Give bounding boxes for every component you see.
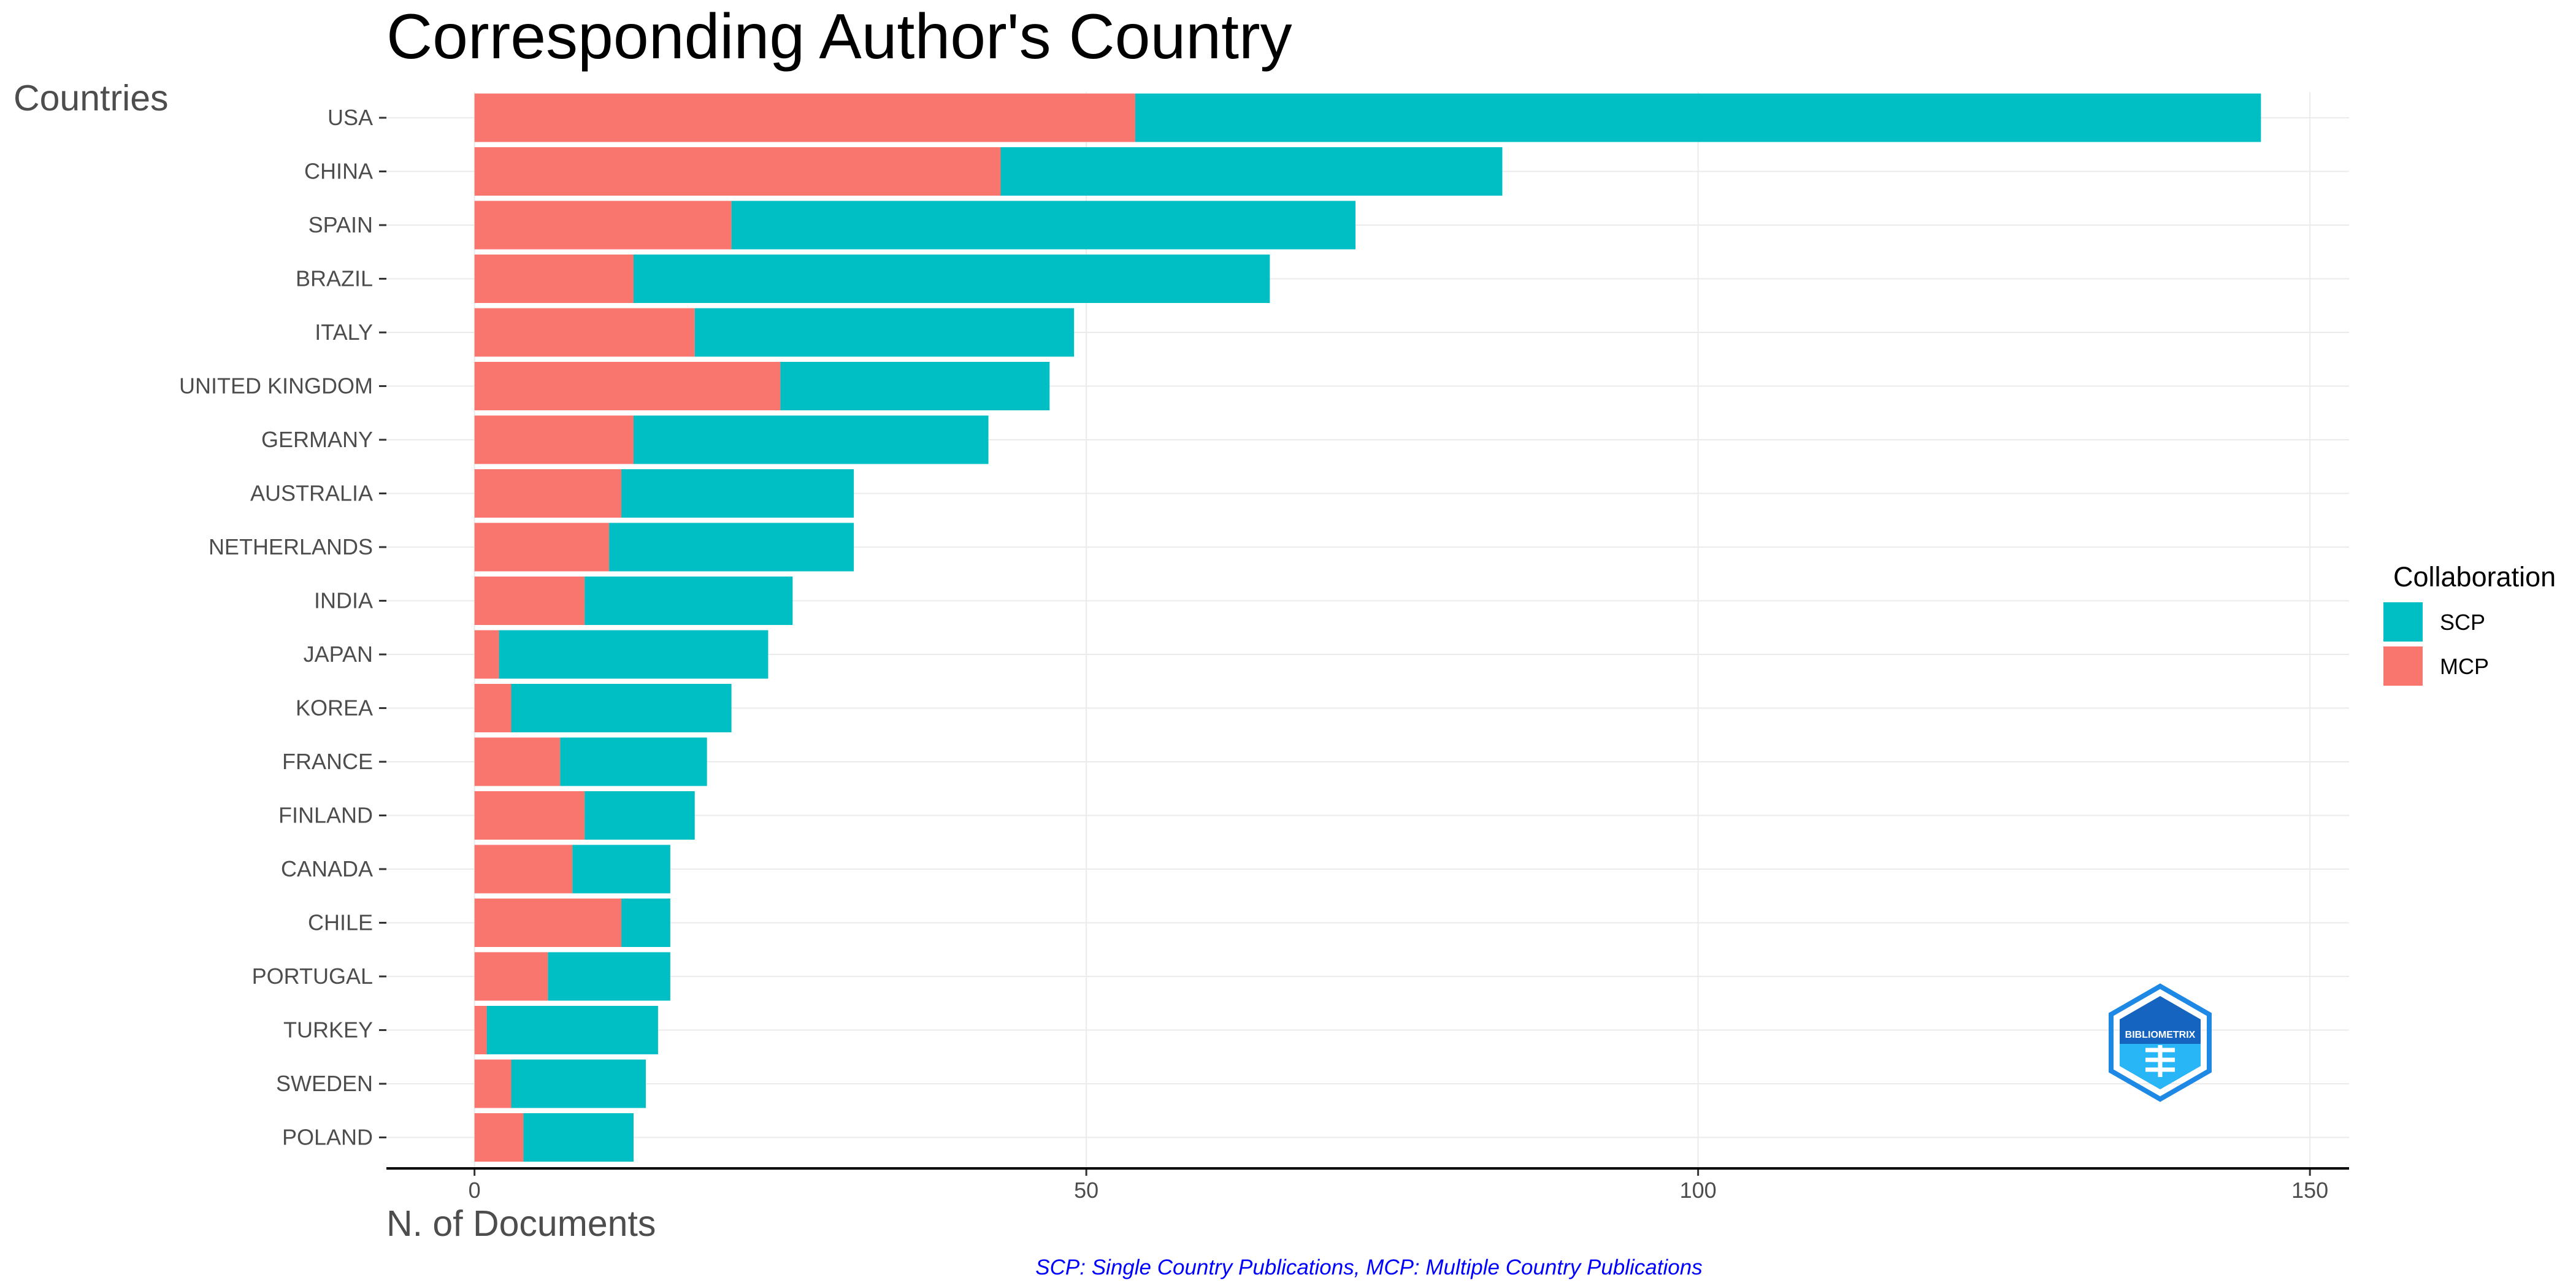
y-tick-label: UNITED KINGDOM xyxy=(179,374,373,399)
y-tick-label: AUSTRALIA xyxy=(250,481,373,506)
bar-mcp xyxy=(474,737,561,786)
bar-scp xyxy=(572,845,670,894)
y-axis: USA CHINA SPAIN BRAZIL ITALY UNITED KINGDOM GE… xyxy=(179,105,386,1150)
bar-mcp xyxy=(474,577,585,625)
bar-mcp xyxy=(474,201,732,250)
bar-mcp xyxy=(474,523,610,572)
bibliometrix-logo: BIBLIOMETRIX xyxy=(2109,983,2212,1102)
bar-scp xyxy=(486,1006,658,1054)
bar-scp xyxy=(548,952,670,1001)
bar-scp xyxy=(585,791,695,840)
legend: Collaboration SCP MCP xyxy=(2383,561,2556,686)
y-tick-label: SPAIN xyxy=(309,212,373,237)
bar-scp xyxy=(511,684,732,732)
legend-title: Collaboration xyxy=(2393,561,2556,592)
y-tick-label: PORTUGAL xyxy=(252,964,373,989)
chart-title: Corresponding Author's Country xyxy=(386,1,1292,72)
legend-key-mcp xyxy=(2383,646,2423,686)
y-tick-label: SWEDEN xyxy=(276,1071,373,1096)
bar-scp xyxy=(621,469,854,518)
y-tick-label: FINLAND xyxy=(278,803,373,828)
bar-scp xyxy=(585,577,793,625)
bar-mcp xyxy=(474,899,622,947)
bar-scp xyxy=(633,415,989,464)
x-axis-title: N. of Documents xyxy=(386,1203,656,1244)
x-tick-label: 50 xyxy=(1074,1178,1098,1203)
legend-label-mcp: MCP xyxy=(2440,654,2489,679)
legend-items: SCP MCP xyxy=(2383,602,2489,686)
y-tick-label: FRANCE xyxy=(282,749,373,774)
x-axis: 0 50 100 150 xyxy=(469,1168,2328,1203)
y-tick-label: CHINA xyxy=(304,159,373,184)
bar-scp xyxy=(780,362,1050,410)
bar-mcp xyxy=(474,1006,487,1054)
logo-text: BIBLIOMETRIX xyxy=(2125,1030,2196,1040)
bar-mcp xyxy=(474,362,781,410)
bar-mcp xyxy=(474,684,512,732)
logo-hexagon-outer xyxy=(2109,983,2212,1102)
bar-scp xyxy=(1000,147,1503,196)
y-tick-label: USA xyxy=(328,105,373,130)
bar-scp xyxy=(731,201,1356,250)
bar-scp xyxy=(633,255,1270,303)
bar-mcp xyxy=(474,93,1135,142)
bar-mcp xyxy=(474,1113,524,1162)
bar-scp xyxy=(523,1113,634,1162)
bar-scp xyxy=(511,1059,646,1108)
bar-mcp xyxy=(474,147,1001,196)
logo-book-icon xyxy=(2145,1045,2175,1077)
y-tick-label: POLAND xyxy=(282,1125,373,1150)
y-axis-title: Countries xyxy=(13,78,169,118)
caption: SCP: Single Country Publications, MCP: M… xyxy=(1035,1255,1702,1279)
bar-scp xyxy=(1135,93,2261,142)
bar-scp xyxy=(609,523,854,572)
bar-mcp xyxy=(474,791,585,840)
legend-label-scp: SCP xyxy=(2440,610,2485,635)
y-tick-label: CANADA xyxy=(281,856,373,881)
bar-mcp xyxy=(474,952,548,1001)
y-tick-label: KOREA xyxy=(296,696,373,721)
bar-scp xyxy=(694,308,1075,357)
legend-key-scp xyxy=(2383,602,2423,642)
bar-mcp xyxy=(474,415,634,464)
bar-mcp xyxy=(474,845,573,894)
x-tick-label: 100 xyxy=(1680,1178,1717,1203)
bar-scp xyxy=(499,630,769,679)
bar-mcp xyxy=(474,630,499,679)
bar-mcp xyxy=(474,308,695,357)
y-tick-label: CHILE xyxy=(308,910,373,935)
y-tick-label: TURKEY xyxy=(283,1018,373,1043)
bars xyxy=(474,93,2261,1162)
y-tick-label: ITALY xyxy=(315,320,373,345)
x-tick-label: 0 xyxy=(469,1178,481,1203)
bar-mcp xyxy=(474,1059,512,1108)
x-tick-label: 150 xyxy=(2291,1178,2328,1203)
y-tick-label: INDIA xyxy=(314,588,373,613)
y-tick-label: BRAZIL xyxy=(296,266,373,291)
bar-scp xyxy=(560,737,707,786)
y-tick-label: NETHERLANDS xyxy=(209,534,373,559)
y-tick-label: JAPAN xyxy=(304,642,373,667)
bar-mcp xyxy=(474,255,634,303)
y-tick-label: GERMANY xyxy=(261,427,373,452)
bar-scp xyxy=(621,899,670,947)
bar-mcp xyxy=(474,469,622,518)
